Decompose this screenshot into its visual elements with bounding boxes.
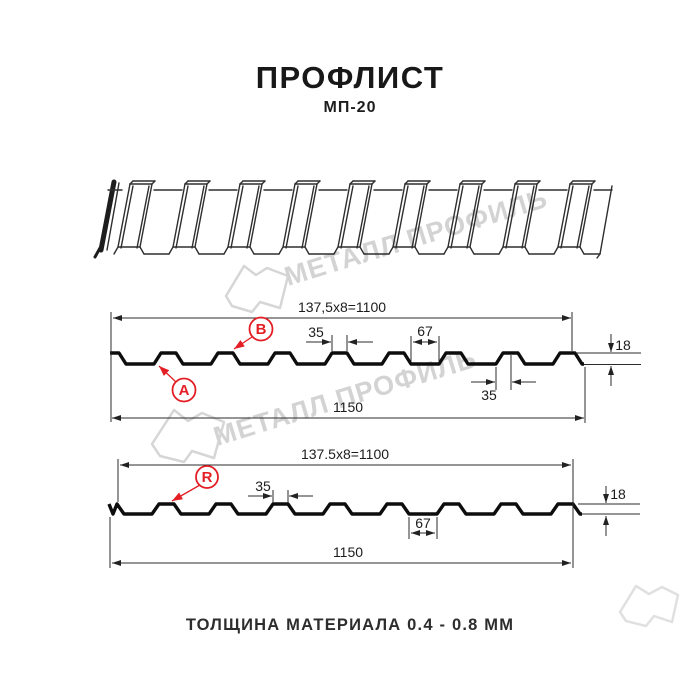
dimension-value: 137.5x8=1100 bbox=[301, 446, 389, 462]
callout-r-label: R bbox=[202, 469, 213, 486]
dimension-value: 18 bbox=[610, 486, 626, 502]
sheet-left-edge-hook bbox=[93, 246, 102, 259]
page-subtitle: МП-20 bbox=[323, 99, 377, 116]
callout-a-label: A bbox=[179, 382, 190, 399]
dimension-valley-width: 67 bbox=[410, 323, 440, 361]
dimension-overall-width: 1150 bbox=[109, 517, 571, 568]
dimension-valley-width: 67 bbox=[408, 515, 438, 539]
cross-section-back: 137.5x8=1100 35 67 bbox=[107, 446, 640, 568]
page-title: ПРОФЛИСТ bbox=[255, 60, 445, 95]
callout-leader bbox=[233, 336, 253, 350]
dimension-value: 67 bbox=[417, 323, 433, 339]
callout-r-badge bbox=[195, 465, 219, 489]
dimension-value: 137,5x8=1100 bbox=[298, 299, 386, 315]
dimension-rib-top-width: 35 bbox=[248, 478, 313, 503]
watermark-middle: МЕТАЛЛ ПРОФИЛЬ bbox=[150, 343, 480, 464]
watermark-brand-text: МЕТАЛЛ ПРОФИЛЬ bbox=[281, 183, 551, 292]
callout-r: R bbox=[171, 465, 219, 502]
dimension-value: 1150 bbox=[333, 399, 363, 415]
dimension-value: 35 bbox=[481, 387, 497, 403]
dimension-value: 35 bbox=[255, 478, 271, 494]
watermark-bottom-partial bbox=[618, 584, 680, 628]
brand-logo-icon bbox=[224, 264, 290, 314]
sheet-left-edge-inner bbox=[106, 182, 120, 251]
sheet-left-edge bbox=[98, 179, 117, 253]
watermark-brand-text: МЕТАЛЛ ПРОФИЛЬ bbox=[210, 343, 480, 452]
dimension-height: 18 bbox=[578, 486, 640, 536]
dimension-module-width: 137,5x8=1100 bbox=[110, 299, 573, 422]
dimension-value: 67 bbox=[415, 515, 431, 531]
callout-a: A bbox=[158, 365, 197, 403]
sheet-last-rib bbox=[553, 180, 613, 259]
dimension-overall-width: 1150 bbox=[112, 367, 586, 423]
material-thickness-note: ТОЛЩИНА МАТЕРИАЛА 0.4 - 0.8 ММ bbox=[185, 616, 515, 634]
cross-section-front: 137,5x8=1100 35 67 bbox=[110, 299, 641, 423]
dimension-value: 1150 bbox=[333, 544, 363, 560]
profile-sheet-3d-view bbox=[93, 179, 613, 259]
dimension-rib-bottom-width: 35 bbox=[471, 355, 536, 403]
dimension-height: 18 bbox=[576, 334, 641, 386]
callout-a-badge bbox=[171, 377, 197, 403]
profile-outline bbox=[110, 351, 584, 366]
dimension-module-width: 137.5x8=1100 bbox=[117, 446, 574, 568]
callout-b: B bbox=[233, 316, 274, 350]
callout-leader bbox=[158, 365, 177, 383]
dimension-value: 18 bbox=[615, 337, 631, 353]
brand-logo-icon bbox=[618, 584, 680, 628]
dimension-rib-top-width: 35 bbox=[306, 324, 373, 351]
profile-outline bbox=[107, 502, 582, 516]
dimension-value: 35 bbox=[308, 324, 324, 340]
callout-b-badge bbox=[248, 316, 274, 342]
callout-leader bbox=[171, 484, 201, 502]
callout-b-label: B bbox=[256, 321, 267, 338]
